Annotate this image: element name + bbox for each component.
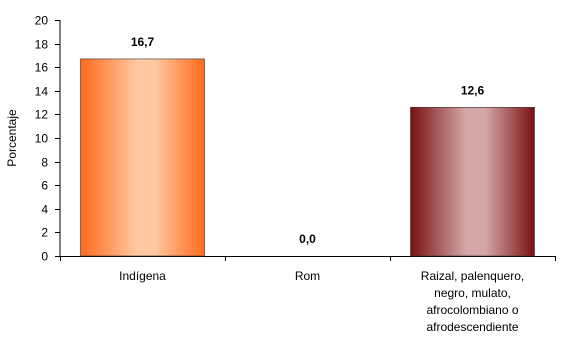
bar-value-label: 12,6 <box>461 83 485 97</box>
bar <box>80 58 205 257</box>
y-tick-label: 0 <box>41 250 48 264</box>
y-tick-label: 6 <box>41 179 48 193</box>
bar-value-label: 16,7 <box>131 35 155 49</box>
y-axis-title: Porcentaje <box>5 109 19 167</box>
y-tick-label: 8 <box>41 156 48 170</box>
x-category-label: Raizal, palenquero, negro, mulato, afrocol… <box>421 269 524 334</box>
y-tick-label: 12 <box>35 108 49 122</box>
y-tick-label: 14 <box>35 85 49 99</box>
bars <box>80 58 535 257</box>
y-tick-label: 16 <box>35 61 49 75</box>
y-tick-label: 10 <box>35 132 49 146</box>
y-tick-label: 20 <box>35 14 49 28</box>
bar <box>410 107 535 257</box>
x-category-label: Rom <box>295 269 320 283</box>
y-tick-label: 4 <box>41 203 48 217</box>
x-axis: Indígena Rom Raizal, palenquero, negro, mul… <box>60 256 556 334</box>
y-axis: 0 2 4 6 8 10 12 14 16 18 20 <box>35 14 61 264</box>
data-labels: 16,7 0,0 12,6 <box>131 35 485 246</box>
y-tick-label: 2 <box>41 226 48 240</box>
y-tick-label: 18 <box>35 38 49 52</box>
x-category-label: Indígena <box>119 269 166 283</box>
bar-value-label: 0,0 <box>299 232 316 246</box>
